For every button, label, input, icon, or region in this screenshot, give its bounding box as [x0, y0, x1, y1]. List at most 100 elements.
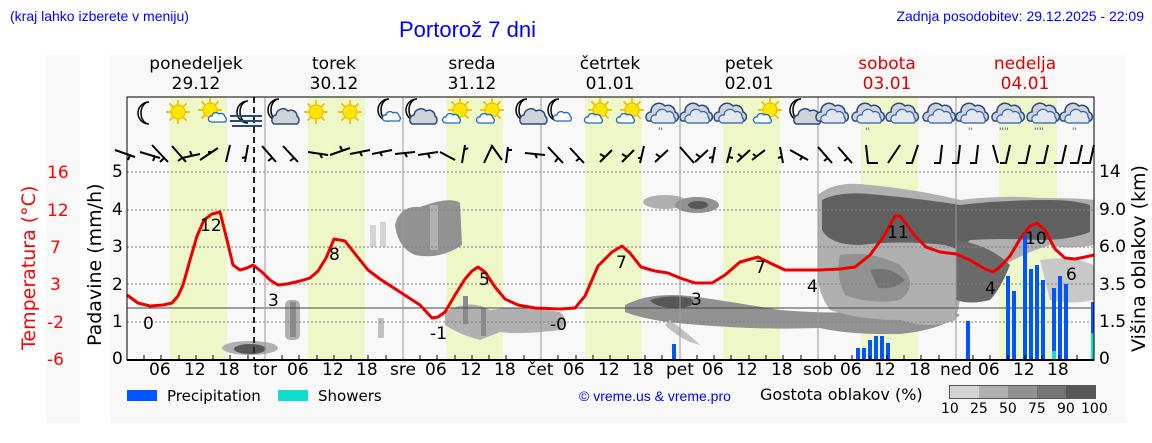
- cloud-height-tick: 14: [1099, 162, 1121, 182]
- credit-link[interactable]: © vreme.us & vreme.pro: [579, 388, 731, 404]
- hour-label: 18: [356, 360, 378, 380]
- svg-text:'': '': [1072, 127, 1077, 137]
- precip-tick: 4: [112, 200, 123, 220]
- hour-label: 18: [771, 360, 793, 380]
- density-tick: 50: [999, 401, 1017, 417]
- hour-label: 06: [840, 360, 862, 380]
- wind-barbs: [114, 144, 1095, 164]
- hour-ticks: [143, 355, 1078, 360]
- sun-icon: [337, 99, 363, 125]
- temp-tick: 16: [47, 163, 69, 183]
- day-header-wed: sreda 31.12: [403, 54, 541, 94]
- density-tick: 90: [1057, 401, 1075, 417]
- density-tick: 75: [1028, 401, 1046, 417]
- cloud-height-tick: 0: [1099, 349, 1110, 369]
- density-tick: 25: [970, 401, 988, 417]
- day-name: petek: [724, 54, 774, 74]
- day-date: 29.12: [171, 74, 221, 94]
- cloud-height-tick: 3.5: [1099, 275, 1127, 295]
- hour-label: 12: [736, 360, 758, 380]
- cloud-rain-icon: '''': [991, 102, 1026, 137]
- day-short-label: čet: [527, 360, 554, 380]
- density-tick: 10: [941, 401, 959, 417]
- day-name: sobota: [858, 54, 916, 74]
- showers-swatch: [278, 390, 308, 401]
- day-short-label: sob: [803, 360, 834, 380]
- day-name: ponedeljek: [149, 54, 243, 74]
- hour-label: 12: [1013, 360, 1035, 380]
- precipitation-bars: [672, 235, 1094, 359]
- precip-tick: 2: [112, 275, 123, 295]
- day-date: 02.01: [724, 74, 774, 94]
- precipitation-axis-label: Padavine (mm/h): [84, 183, 106, 346]
- hour-label: 06: [287, 360, 309, 380]
- hour-label: 06: [149, 360, 171, 380]
- day-name: sreda: [448, 54, 496, 74]
- svg-text:3: 3: [268, 291, 279, 311]
- precip-tick: 5: [112, 162, 123, 182]
- day-header-thu: četrtek 01.01: [541, 54, 679, 94]
- svg-text:'''': '''': [1034, 127, 1044, 137]
- temp-tick: -2: [47, 313, 64, 333]
- fog-icon: [230, 100, 262, 127]
- day-date: 03.01: [862, 74, 912, 94]
- svg-text:8: 8: [329, 245, 340, 265]
- svg-text:-1: -1: [430, 324, 447, 344]
- last-update: Zadnja posodobitev: 29.12.2025 - 22:09: [896, 8, 1144, 24]
- svg-text:'': '': [658, 127, 663, 137]
- showers-bars: [1052, 333, 1094, 359]
- cloud-light-rain-icon: '': [1059, 102, 1094, 137]
- hour-label: 12: [874, 360, 896, 380]
- temperature-axis-panel: [46, 55, 80, 423]
- sun-icon: [303, 99, 329, 125]
- day-name: nedelja: [993, 54, 1057, 74]
- svg-text:3: 3: [691, 290, 702, 310]
- svg-text:7: 7: [755, 258, 766, 278]
- day-date: 31.12: [447, 74, 497, 94]
- day-name: torek: [312, 54, 356, 74]
- svg-text:10: 10: [1025, 229, 1047, 249]
- cloud-height-tick: 9.0: [1099, 200, 1127, 220]
- day-separators: [264, 97, 957, 360]
- temperature-annotations: 0 12 3 8 -1 5 -0 7 3 7 4 11 4 10 6: [143, 216, 1077, 344]
- day-short-label: tor: [253, 360, 278, 380]
- day-date: 04.01: [1000, 74, 1050, 94]
- hour-label: 12: [184, 360, 206, 380]
- precip-tick: 0: [112, 349, 123, 369]
- cloud-rain-icon: '''': [1026, 102, 1061, 137]
- day-date: 30.12: [309, 74, 359, 94]
- svg-text:'': '': [968, 127, 973, 137]
- svg-text:7: 7: [616, 253, 627, 273]
- temp-tick: -6: [47, 350, 64, 370]
- hour-label: 06: [978, 360, 1000, 380]
- region-hint[interactable]: (kraj lahko izberete v meniju): [10, 8, 189, 24]
- day-short-label: sre: [390, 360, 416, 380]
- hour-label: 12: [322, 360, 344, 380]
- precip-tick: 3: [112, 237, 123, 257]
- hour-label: 12: [460, 360, 482, 380]
- cloud-light-rain-icon: '': [645, 102, 680, 137]
- temp-tick: 3: [50, 275, 61, 295]
- svg-text:'': '': [865, 127, 870, 137]
- svg-text:12: 12: [200, 216, 222, 236]
- cloud-light-rain-icon: '': [955, 102, 990, 137]
- day-short-label: ned: [940, 360, 973, 380]
- showers-legend-label: Showers: [318, 387, 382, 405]
- svg-text:0: 0: [143, 314, 154, 334]
- temp-tick: 7: [50, 238, 61, 258]
- precipitation-swatch: [127, 390, 157, 401]
- cloud-height-tick: 1.5: [1099, 312, 1127, 332]
- svg-text:11: 11: [887, 223, 909, 243]
- hour-label: 18: [1047, 360, 1069, 380]
- precip-tick: 1: [112, 312, 123, 332]
- svg-text:4: 4: [985, 279, 996, 299]
- sun-icon: [165, 99, 191, 125]
- day-header-tue: torek 30.12: [265, 54, 403, 94]
- day-header-sat: sobota 03.01: [818, 54, 956, 94]
- hour-label: 18: [909, 360, 931, 380]
- hour-label: 06: [425, 360, 447, 380]
- hour-label: 18: [632, 360, 654, 380]
- cloud-light-rain-icon: '': [851, 102, 886, 137]
- day-short-label: pet: [666, 360, 694, 380]
